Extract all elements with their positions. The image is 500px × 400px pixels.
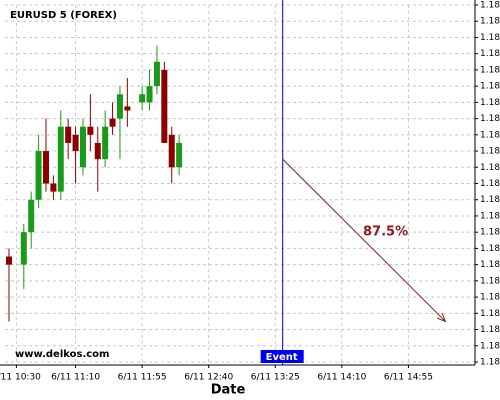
x-tick-label: 6/11 12:40	[184, 373, 233, 383]
annotation: 87.5%	[363, 225, 408, 240]
y-tick-label: 1.1862	[480, 228, 500, 238]
candle-body	[6, 256, 12, 265]
y-tick-label: 1.1852	[480, 309, 500, 319]
candle-body	[146, 86, 153, 103]
x-axis-label: Date	[211, 383, 246, 398]
candle-body	[109, 118, 116, 127]
candle-body	[72, 134, 79, 152]
candle-body	[116, 94, 123, 119]
x-tick-label: 6/11 14:55	[384, 373, 433, 383]
y-tick-label: 1.1874	[480, 130, 500, 140]
candle-body	[20, 232, 27, 265]
y-tick-label: 1.1878	[480, 98, 500, 108]
candle-body	[35, 151, 42, 200]
y-tick-label: 1.1880	[480, 82, 500, 92]
x-tick-label: 6/11 11:55	[118, 373, 167, 383]
y-tick-label: 1.1866	[480, 195, 500, 205]
x-tick-label: 6/11 11:10	[51, 373, 100, 383]
candle-body	[79, 126, 86, 168]
y-tick-label: 1.1860	[480, 244, 500, 254]
y-tick-label: 1.1864	[480, 211, 500, 221]
candle-body	[139, 94, 146, 103]
y-tick-label: 1.1882	[480, 65, 500, 75]
candle-body	[94, 142, 101, 160]
forecast-arrow	[282, 158, 446, 322]
candle-body	[87, 126, 94, 135]
y-tick-label: 1.1850	[480, 325, 500, 335]
watermark: www.delkos.com	[15, 349, 109, 360]
chart-title: EURUSD 5 (FOREX)	[10, 10, 117, 21]
candle-body	[42, 151, 49, 184]
y-tick-label: 1.1872	[480, 147, 500, 157]
candle-body	[57, 126, 64, 192]
candle-body	[161, 69, 168, 143]
candle-body	[50, 183, 57, 192]
y-tick-label: 1.1876	[480, 114, 500, 124]
arrow-head	[436, 312, 447, 323]
candle-body	[168, 134, 175, 168]
y-tick-label: 1.1870	[480, 163, 500, 173]
y-tick-label: 1.1858	[480, 260, 500, 270]
y-tick-label: 1.1888	[480, 17, 500, 27]
y-tick-label: 1.1856	[480, 276, 500, 286]
y-tick-label: 1.1868	[480, 179, 500, 189]
x-tick-label: 6/11 10:30	[0, 373, 41, 383]
candle-body	[102, 126, 109, 160]
y-tick-label: 1.1848	[480, 341, 500, 351]
event-label: Event	[266, 352, 298, 363]
y-tick-label: 1.1846	[480, 358, 500, 368]
x-tick-label: 6/11 13:25	[251, 373, 300, 383]
event-box	[260, 350, 304, 363]
candle-body	[28, 199, 35, 233]
candle-body	[176, 142, 183, 168]
candle-body	[124, 106, 131, 111]
y-tick-label: 1.1890	[480, 1, 500, 11]
x-tick-label: 6/11 14:10	[317, 373, 366, 383]
candle-body	[153, 61, 160, 87]
y-tick-label: 1.1854	[480, 293, 500, 303]
y-tick-label: 1.1886	[480, 33, 500, 43]
y-tick-label: 1.1884	[480, 49, 500, 59]
candle-body	[65, 126, 72, 143]
